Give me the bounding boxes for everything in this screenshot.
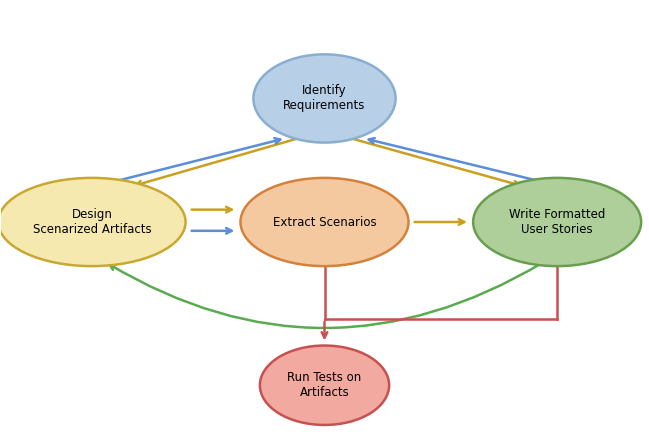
Ellipse shape: [253, 54, 396, 143]
Ellipse shape: [241, 178, 408, 266]
Text: Write Formatted
User Stories: Write Formatted User Stories: [509, 208, 606, 236]
Ellipse shape: [0, 178, 186, 266]
Text: Run Tests on
Artifacts: Run Tests on Artifacts: [288, 371, 361, 399]
Text: Design
Scenarized Artifacts: Design Scenarized Artifacts: [32, 208, 151, 236]
Text: Identify
Requirements: Identify Requirements: [284, 84, 365, 112]
Ellipse shape: [260, 345, 389, 425]
Ellipse shape: [473, 178, 641, 266]
Text: Extract Scenarios: Extract Scenarios: [273, 215, 376, 229]
